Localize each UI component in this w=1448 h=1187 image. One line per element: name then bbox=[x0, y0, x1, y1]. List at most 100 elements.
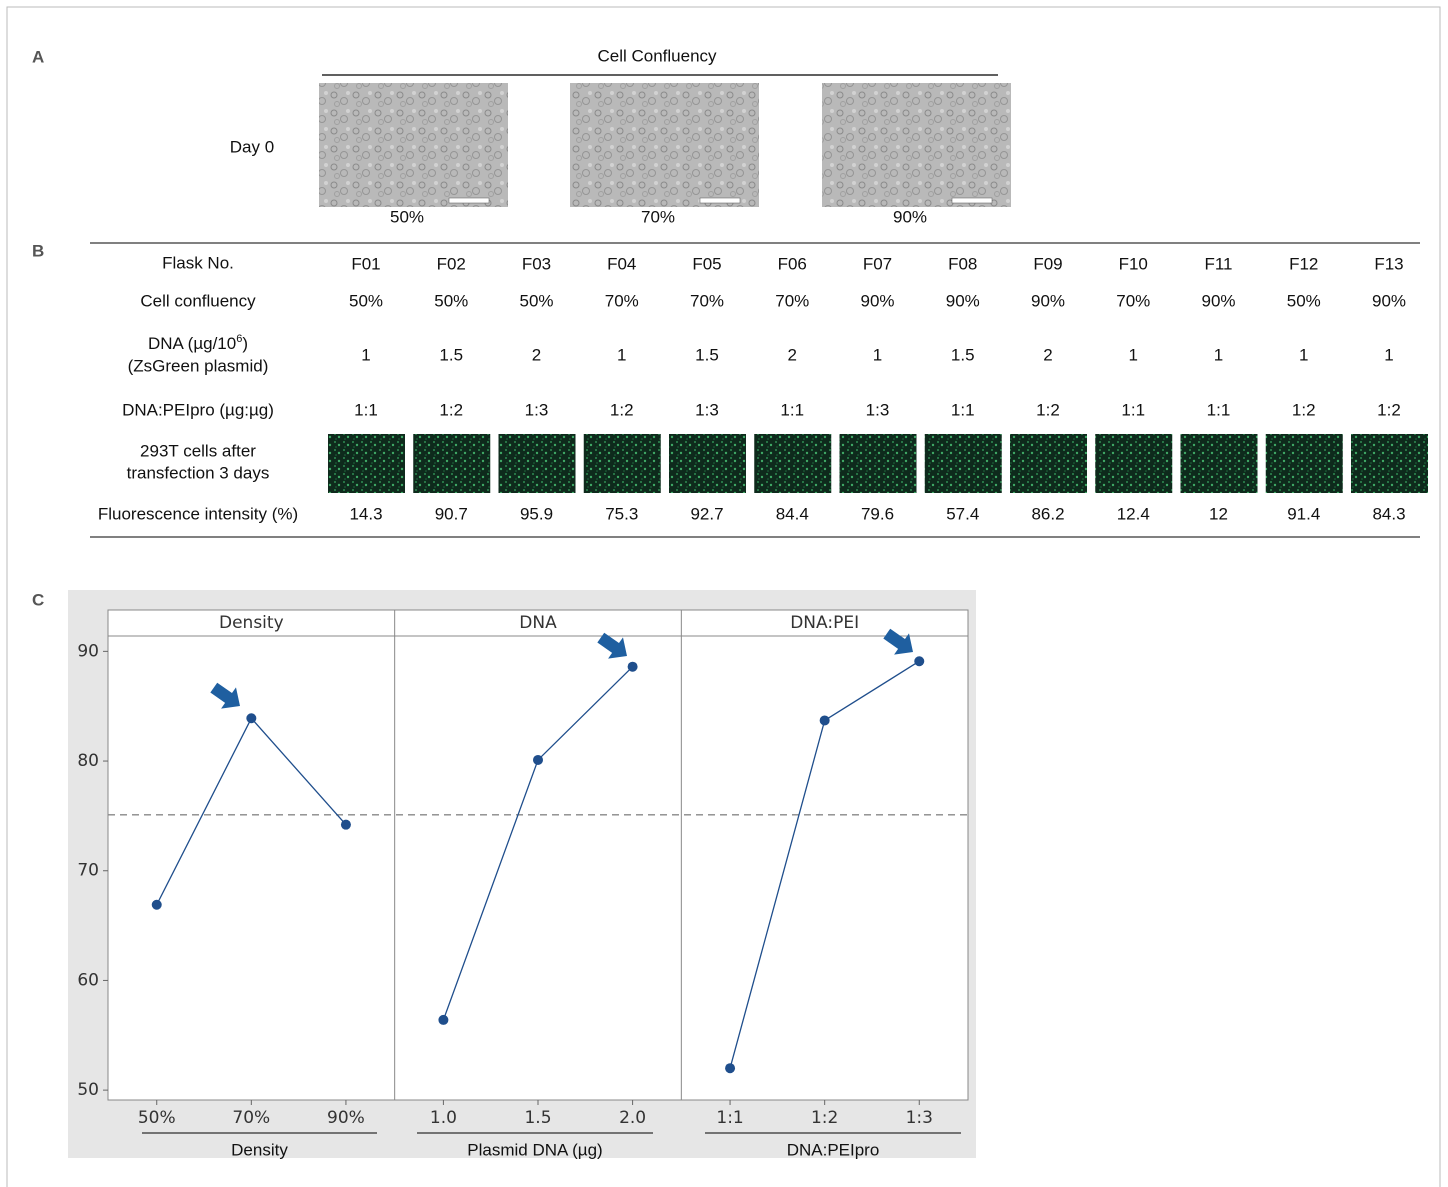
cell: 1 bbox=[1129, 345, 1138, 364]
cell: 14.3 bbox=[349, 504, 382, 523]
main-effects-plot: 50 60 70 80 90 Density 50% 70% 90% DNA 1.0 1.5 2.0 DN… bbox=[68, 590, 976, 1158]
cell: 1.5 bbox=[439, 345, 463, 364]
caption: 70% bbox=[641, 207, 675, 226]
arrow bbox=[597, 632, 627, 659]
fluorescence-image bbox=[924, 434, 1002, 493]
column-header: F05 bbox=[692, 254, 721, 273]
scale-bar bbox=[448, 197, 490, 204]
x-tick-label: 1.0 bbox=[430, 1108, 457, 1128]
row-label-text: DNA (µg/10 bbox=[148, 334, 236, 353]
column-header: F10 bbox=[1119, 254, 1148, 273]
column-header: F13 bbox=[1374, 254, 1403, 273]
fluorescence-image bbox=[1351, 434, 1428, 493]
column-header: F04 bbox=[607, 254, 636, 273]
y-tick-label: 50 bbox=[77, 1080, 99, 1100]
micrograph bbox=[319, 83, 508, 207]
column-header: F03 bbox=[522, 254, 551, 273]
row-label: Cell confluency bbox=[140, 291, 256, 310]
cell: 12.4 bbox=[1117, 504, 1150, 523]
cell: 1 bbox=[361, 345, 370, 364]
cell: 84.4 bbox=[776, 504, 809, 523]
y-tick-label: 80 bbox=[77, 751, 99, 771]
x-tick-label: 50% bbox=[138, 1108, 176, 1128]
fluorescence-image bbox=[1095, 434, 1173, 493]
column-header: F07 bbox=[863, 254, 892, 273]
point bbox=[819, 715, 830, 726]
cell: 95.9 bbox=[520, 504, 553, 523]
column-header: F12 bbox=[1289, 254, 1318, 273]
cell: 90% bbox=[1372, 291, 1406, 310]
cell: 70% bbox=[605, 291, 639, 310]
cell: 90% bbox=[946, 291, 980, 310]
column-header: F01 bbox=[351, 254, 380, 273]
row-label: transfection 3 days bbox=[127, 463, 270, 482]
x-axis-label: Density bbox=[231, 1140, 288, 1159]
point bbox=[246, 713, 257, 724]
cell: 1:2 bbox=[1036, 400, 1060, 419]
arrow bbox=[210, 682, 240, 709]
x-tick-label: 90% bbox=[327, 1108, 365, 1128]
y-tick-label: 90 bbox=[77, 641, 99, 661]
cell: 1:1 bbox=[780, 400, 804, 419]
fluorescence-image bbox=[1265, 434, 1343, 493]
cell: 50% bbox=[349, 291, 383, 310]
row-label: Flask No. bbox=[162, 253, 234, 272]
cell: 75.3 bbox=[605, 504, 638, 523]
cell: 90.7 bbox=[435, 504, 468, 523]
cell: 79.6 bbox=[861, 504, 894, 523]
cell: 1:2 bbox=[1377, 400, 1401, 419]
panel-letter: B bbox=[32, 241, 44, 260]
cell: 50% bbox=[1287, 291, 1321, 310]
cell: 2 bbox=[532, 345, 541, 364]
fluorescence-image bbox=[328, 434, 405, 493]
cell: 92.7 bbox=[690, 504, 723, 523]
x-tick-label: 1:1 bbox=[716, 1108, 743, 1128]
cell: 90% bbox=[1201, 291, 1235, 310]
scale-bar bbox=[699, 197, 741, 204]
cell: 50% bbox=[434, 291, 468, 310]
x-axis-label: DNA:PEIpro bbox=[787, 1140, 880, 1159]
cell: 1:2 bbox=[439, 400, 463, 419]
cell: 90% bbox=[1031, 291, 1065, 310]
column-header: F02 bbox=[437, 254, 466, 273]
x-tick-label: 1.5 bbox=[524, 1108, 551, 1128]
cell: 57.4 bbox=[946, 504, 979, 523]
point bbox=[438, 1014, 449, 1025]
panel-letter: A bbox=[32, 47, 44, 66]
cell: 90% bbox=[860, 291, 894, 310]
x-tick-label: 1:3 bbox=[906, 1108, 933, 1128]
point bbox=[725, 1063, 736, 1074]
cell: 1 bbox=[873, 345, 882, 364]
cell: 12 bbox=[1209, 504, 1228, 523]
cell: 2 bbox=[788, 345, 797, 364]
panel-title: Density bbox=[219, 613, 284, 633]
x-tick-label: 1:2 bbox=[811, 1108, 838, 1128]
panel-letter: C bbox=[32, 590, 44, 609]
frame bbox=[6, 6, 1441, 1187]
fluorescence-image bbox=[498, 434, 576, 493]
fluorescence-image bbox=[413, 434, 491, 493]
row-label: Day 0 bbox=[230, 137, 274, 156]
column-header: F08 bbox=[948, 254, 977, 273]
cell: 1 bbox=[1299, 345, 1308, 364]
point bbox=[533, 754, 543, 765]
caption: 50% bbox=[390, 207, 424, 226]
row-label-text: ) bbox=[242, 334, 248, 353]
panel-title: DNA:PEI bbox=[790, 613, 859, 633]
column-header: F06 bbox=[778, 254, 807, 273]
cell: 50% bbox=[519, 291, 553, 310]
row-label: 293T cells after bbox=[140, 441, 256, 460]
cell: 1:2 bbox=[610, 400, 634, 419]
cell: 1 bbox=[1384, 345, 1393, 364]
cell: 1:3 bbox=[866, 400, 890, 419]
y-tick-label: 60 bbox=[77, 970, 99, 990]
column-header: F11 bbox=[1204, 254, 1232, 273]
scale-bar bbox=[951, 197, 993, 204]
point bbox=[151, 899, 162, 910]
panel-title: Cell Confluency bbox=[597, 46, 717, 65]
micrograph bbox=[822, 83, 1011, 207]
cell: 86.2 bbox=[1031, 504, 1064, 523]
cell: 1:1 bbox=[354, 400, 378, 419]
